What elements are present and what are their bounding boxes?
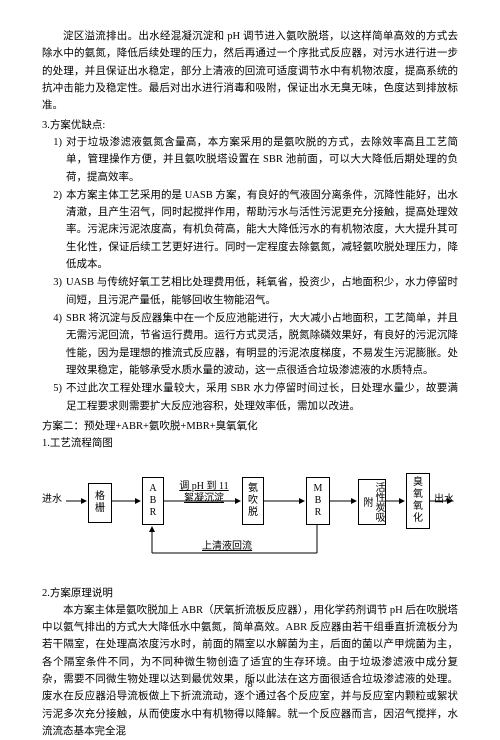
flow-box-grid: 格 栅 — [88, 483, 112, 523]
flow-diagram-title: 1.工艺流程简图 — [42, 435, 458, 452]
list-number: 3) — [42, 274, 66, 309]
list-text: 不过此次工程处理水量较大，采用 SBR 水力停留时间过长，日处理水量少，故要满足… — [66, 380, 458, 415]
flow-box-abr: A B R — [142, 477, 164, 525]
list-text: UASB 与传统好氧工艺相比处理费用低，耗氧省，投资少，占地面积少，水力停留时间… — [66, 274, 458, 309]
flow-box-strip: 氨 吹 脱 — [242, 477, 264, 525]
flow-diagram: 进水 格 栅 A B R 调 pH 到 11 絮凝沉淀 氨 吹 脱 M B R … — [42, 461, 458, 581]
flow-box-carbon-text: 活性炭吸附 — [360, 480, 384, 524]
list-text: SBR 将沉淀与反应器集中在一个反应池能进行，大大减小占地面积，工艺简单，并且无… — [66, 310, 458, 379]
flow-mid-label: 调 pH 到 11 絮凝沉淀 — [170, 481, 238, 505]
flow-box-ozone: 臭 氧 氧 化 — [406, 473, 430, 529]
section-2-title: 2.方案原理说明 — [42, 585, 458, 602]
list-number: 4) — [42, 310, 66, 379]
list-number: 2) — [42, 187, 66, 274]
intro-paragraph: 淀区溢流排出。出水经混凝沉淀和 pH 调节进入氨吹脱塔，以这样简单高效的方式去除… — [42, 28, 458, 115]
list-text: 本方案主体工艺采用的是 UASB 方案，有良好的气液固分离条件，沉降性能好，出水… — [66, 187, 458, 274]
page-number: 8 — [0, 675, 500, 693]
list-number: 5) — [42, 380, 66, 415]
list-number: 1) — [42, 134, 66, 186]
list-text: 对于垃圾渗滤液氨氮含量高，本方案采用的是氨吹脱的方式，去除效率高且工艺简单，管理… — [66, 134, 458, 186]
list-item: 5) 不过此次工程处理水量较大，采用 SBR 水力停留时间过长，日处理水量少，故… — [42, 380, 458, 415]
flow-return-label: 上清液回流 — [202, 541, 252, 553]
explanation-paragraph: 本方案主体是氨吹脱加上 ABR（厌氧折流板反应器），用化学药剂调节 pH 后在吹… — [42, 602, 458, 740]
flow-out-label: 出水 — [434, 494, 454, 506]
list-item: 1) 对于垃圾渗滤液氨氮含量高，本方案采用的是氨吹脱的方式，去除效率高且工艺简单… — [42, 134, 458, 186]
section-3-title: 3.方案优缺点: — [42, 117, 458, 134]
list-item: 2) 本方案主体工艺采用的是 UASB 方案，有良好的气液固分离条件，沉降性能好… — [42, 187, 458, 274]
flow-box-mbr: M B R — [306, 477, 330, 525]
flow-box-carbon: 活性炭吸附 — [358, 479, 386, 525]
scheme-2-title: 方案二：预处理+ABR+氨吹脱+MBR+臭氧氧化 — [42, 418, 458, 435]
list-item: 3) UASB 与传统好氧工艺相比处理费用低，耗氧省，投资少，占地面积少，水力停… — [42, 274, 458, 309]
list-item: 4) SBR 将沉淀与反应器集中在一个反应池能进行，大大减小占地面积，工艺简单，… — [42, 310, 458, 379]
flow-in-label: 进水 — [42, 494, 62, 506]
